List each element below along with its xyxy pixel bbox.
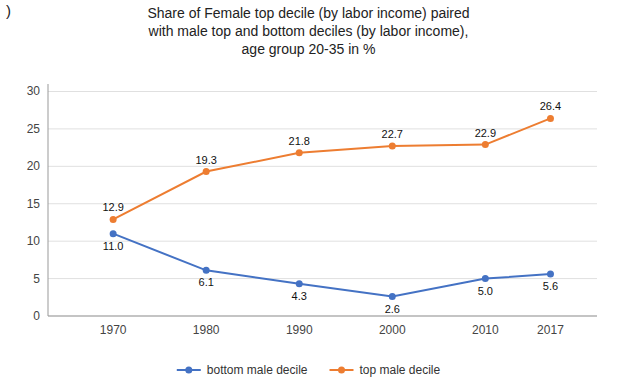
grid-line [48,166,597,167]
data-label: 6.1 [199,276,214,288]
series-point [110,230,117,237]
grid-line [48,203,597,204]
grid-line [48,316,597,317]
plot-area [110,115,554,300]
series-point [547,115,554,122]
x-tick-label: 1990 [286,323,313,337]
y-axis-line [48,84,49,316]
series-point [389,293,396,300]
series-point [296,149,303,156]
series-line [113,234,550,297]
legend-marker [338,367,345,374]
y-tick-label: 20 [27,159,41,173]
header-annotation: ) [6,2,11,19]
series-point [296,280,303,287]
data-label: 22.9 [475,127,496,139]
x-tick-label: 2010 [472,323,499,337]
data-label: 5.6 [543,280,558,292]
data-label: 4.3 [292,290,307,302]
series-point [389,143,396,150]
y-tick-label: 30 [27,84,41,98]
chart: ) Share of Female top decile (by labor in… [0,0,617,388]
data-label: 2.6 [385,303,400,315]
grid-line [48,278,597,279]
title: Share of Female top decile (by labor inc… [147,5,469,57]
legend: bottom male decile top male decile [177,363,441,377]
title-line: with male top and bottom deciles (by lab… [148,23,469,39]
series-point [482,141,489,148]
y-tick-label: 10 [27,234,41,248]
legend-marker [185,367,192,374]
series-point [203,267,210,274]
x-axis-line [48,316,597,317]
grid-line [48,128,597,129]
y-tick-label: 0 [33,309,40,323]
x-tick-label: 1980 [193,323,220,337]
data-label: 11.0 [103,240,124,252]
data-labels: 11.0 6.1 4.3 2.6 5.0 5.6 12.9 19.3 21.8 22.7 22.9 2… [102,100,561,314]
series-point [547,271,554,278]
grid-line [48,91,597,92]
x-tick-label: 2017 [537,323,564,337]
data-label: 5.0 [478,285,493,297]
data-label: 19.3 [195,154,216,166]
data-label: 26.4 [540,100,561,112]
x-tick-label: 2000 [379,323,406,337]
data-label: 22.7 [382,128,403,140]
series-line [113,118,550,219]
data-label: 12.9 [102,201,123,213]
title-line: age group 20-35 in % [242,41,376,57]
legend-label: bottom male decile [207,363,308,377]
x-tick-label: 1970 [100,323,127,337]
title-line: Share of Female top decile (by labor inc… [147,5,469,21]
y-tick-label: 25 [27,122,41,136]
y-tick-label: 5 [33,272,40,286]
series-point [203,168,210,175]
data-label: 21.8 [289,135,310,147]
series-point [110,216,117,223]
series-point [482,275,489,282]
legend-label: top male decile [360,363,441,377]
y-tick-label: 15 [27,197,41,211]
